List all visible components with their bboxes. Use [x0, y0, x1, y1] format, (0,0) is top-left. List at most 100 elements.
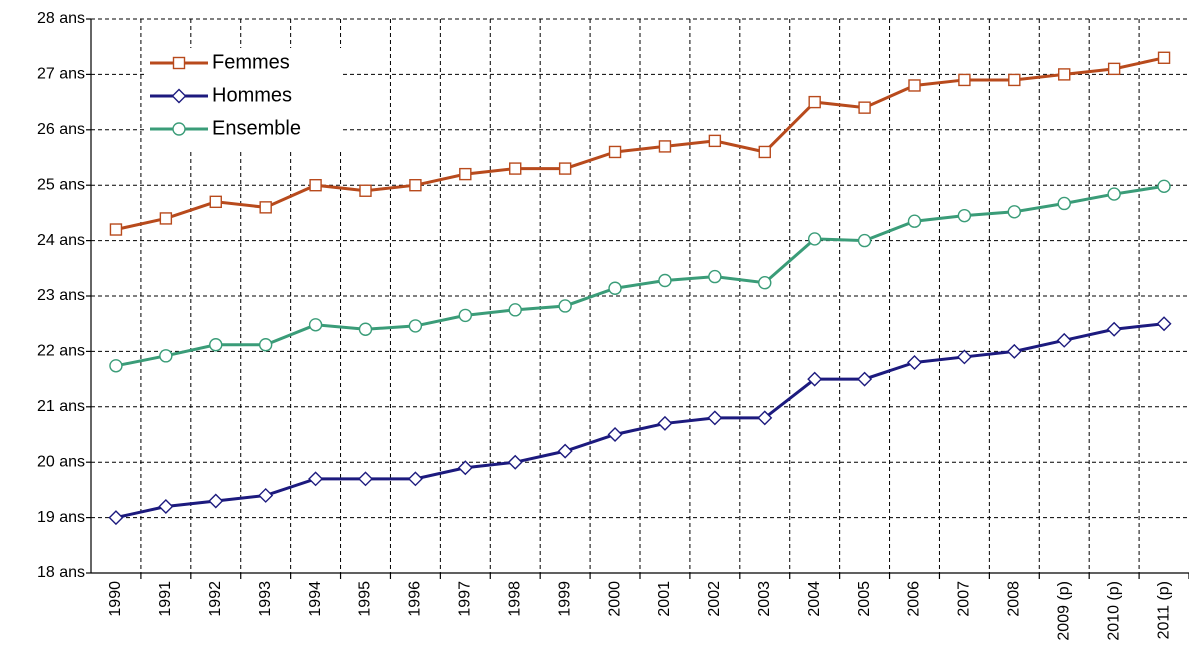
x-tick-label: 1992	[207, 581, 224, 617]
data-point	[1107, 187, 1121, 201]
data-point	[457, 460, 473, 476]
data-point	[607, 427, 623, 442]
x-tick-label: 2008	[1006, 581, 1023, 617]
data-point	[459, 167, 472, 181]
data-point	[808, 95, 821, 109]
x-tick-label: 2011 (p)	[1155, 581, 1172, 639]
x-tick-label: 1990	[107, 581, 124, 617]
data-point	[109, 359, 123, 373]
x-tick-label: 2002	[706, 581, 723, 617]
x-tick-label: 1998	[506, 581, 523, 617]
data-point	[308, 471, 324, 487]
data-point	[259, 201, 272, 214]
data-point	[1006, 343, 1022, 359]
data-point	[209, 338, 223, 352]
data-point	[707, 410, 723, 426]
data-point	[308, 318, 323, 332]
data-point	[309, 178, 322, 192]
legend-marker	[172, 122, 186, 136]
data-point	[908, 79, 921, 92]
data-point	[1008, 73, 1021, 87]
y-tick-label: 18 ans	[37, 564, 85, 581]
data-point	[658, 140, 672, 153]
y-tick-label: 23 ans	[37, 287, 85, 304]
x-tick-label: 1997	[457, 581, 474, 617]
x-tick-label: 2010 (p)	[1105, 581, 1122, 641]
series-line	[115, 56, 1165, 231]
data-point	[558, 299, 572, 313]
data-point	[409, 178, 422, 192]
data-point	[1056, 332, 1072, 348]
data-point	[358, 471, 373, 487]
data-point	[507, 454, 523, 470]
x-tick-label: 2004	[806, 581, 823, 617]
y-tick-label: 21 ans	[37, 398, 85, 415]
y-tick-label: 28 ans	[37, 10, 85, 27]
x-tick-label: 1995	[357, 581, 374, 617]
y-tick-label: 24 ans	[37, 232, 85, 249]
x-tick-label: 2007	[956, 581, 973, 617]
data-point	[708, 134, 722, 148]
data-point	[558, 162, 572, 175]
data-point	[957, 208, 972, 223]
data-point	[358, 322, 373, 336]
data-point	[557, 443, 573, 459]
data-point	[359, 184, 372, 197]
series-line	[115, 322, 1165, 520]
data-point	[209, 195, 222, 209]
x-tick-label: 2000	[606, 581, 623, 617]
data-point	[857, 371, 873, 387]
data-point	[956, 349, 972, 365]
series-line	[115, 184, 1165, 368]
data-point	[758, 276, 772, 290]
data-point	[1058, 68, 1071, 81]
x-tick-label: 2009 (p)	[1055, 581, 1072, 641]
data-point	[1157, 51, 1171, 64]
x-tick-label: 1994	[307, 581, 324, 617]
data-point	[807, 232, 822, 246]
x-tick-label: 1996	[407, 581, 424, 617]
data-point	[1157, 179, 1171, 194]
legend-label: Ensemble	[212, 117, 301, 139]
y-tick-label: 27 ans	[37, 66, 85, 83]
data-point	[258, 487, 274, 503]
data-point	[509, 162, 522, 175]
data-point	[109, 223, 123, 236]
data-point	[608, 281, 622, 295]
data-point	[108, 510, 124, 526]
data-point	[657, 415, 673, 431]
data-point	[907, 214, 922, 228]
y-tick-label: 20 ans	[37, 453, 85, 470]
x-tick-label: 2005	[856, 581, 873, 617]
data-point	[1107, 62, 1121, 76]
data-point	[508, 303, 522, 317]
data-point	[807, 371, 823, 387]
y-tick-label: 25 ans	[37, 176, 85, 193]
data-point	[208, 493, 224, 509]
data-point	[757, 410, 773, 426]
data-point	[159, 212, 173, 225]
data-point	[407, 471, 423, 487]
data-point	[857, 233, 872, 248]
x-tick-label: 1999	[556, 581, 573, 617]
y-tick-label: 19 ans	[37, 509, 85, 526]
data-point	[758, 145, 771, 159]
data-point	[408, 319, 423, 333]
data-point	[1007, 205, 1022, 219]
data-point	[858, 101, 871, 114]
data-point	[458, 308, 473, 323]
legend-label: Hommes	[212, 84, 292, 106]
data-point	[958, 73, 971, 87]
x-tick-label: 2006	[906, 581, 923, 617]
x-tick-label: 2001	[656, 581, 673, 617]
data-point	[158, 499, 174, 515]
legend-label: Femmes	[212, 51, 290, 73]
data-point	[608, 145, 622, 159]
data-point	[258, 338, 273, 352]
x-tick-label: 1991	[157, 581, 174, 617]
data-point	[658, 273, 672, 288]
data-point	[907, 354, 922, 370]
y-tick-label: 26 ans	[37, 121, 85, 138]
legend-marker	[172, 56, 186, 70]
